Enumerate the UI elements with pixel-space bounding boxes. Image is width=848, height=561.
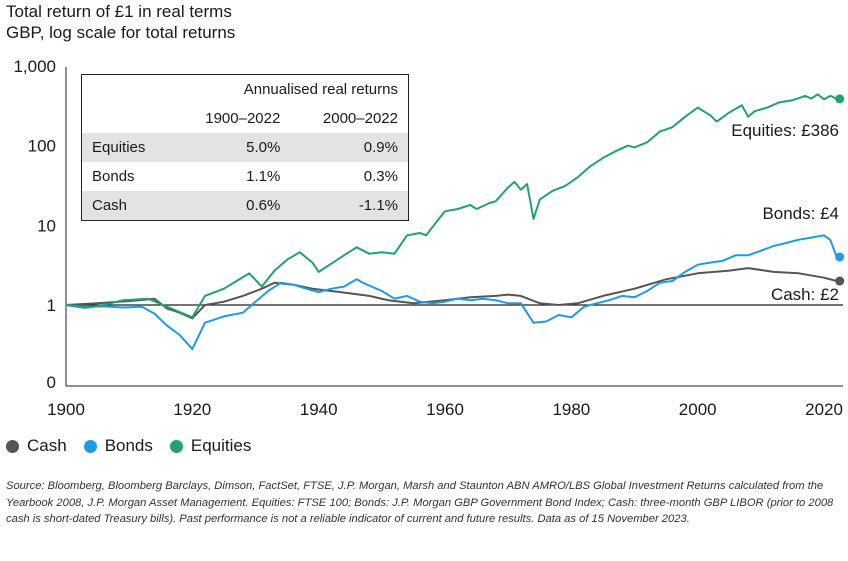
end-point-bonds [835, 252, 845, 262]
line-chart: 1 10 100 1,000 0 1900 1920 1940 1960 1980 2000 2020… [13, 57, 845, 419]
period-header-1: 1900–2022 [205, 110, 281, 127]
row-label: Equities [81, 133, 173, 162]
chart-subtitle: GBP, log scale for total returns [6, 23, 236, 42]
row-label: Cash [81, 191, 173, 221]
series-line-bonds [65, 234, 838, 351]
equities-dot-icon [169, 439, 183, 453]
row-value: 0.3% [363, 168, 398, 185]
legend-item-cash: Cash [6, 436, 67, 456]
series-line-equities [65, 93, 838, 319]
period-header-2: 2000–2022 [322, 110, 398, 127]
cash-end-label: Cash: £2 [771, 285, 839, 304]
cash-dot-icon [6, 439, 19, 453]
legend-item-bonds: Bonds [83, 436, 153, 456]
x-tick-label: 1900 [47, 400, 85, 419]
table-row-bonds: Bonds 1.1% 0.3% [82, 162, 409, 191]
y-tick-label: 0 [47, 373, 56, 392]
row-value: 0.6% [172, 191, 291, 221]
legend-label: Cash [27, 436, 67, 455]
bonds-end-label: Bonds: £4 [762, 204, 839, 223]
x-tick-label: 2000 [679, 400, 717, 419]
legend-label: Equities [190, 436, 252, 455]
end-point-cash [835, 276, 845, 286]
table-empty-header [82, 104, 173, 133]
row-value: -1.1% [290, 191, 409, 221]
end-labels: Equities: £386 Bonds: £4 Cash: £2 [731, 121, 839, 304]
chart-title: Total return of £1 in real terms [6, 2, 232, 21]
x-tick-label: 1960 [426, 400, 464, 419]
y-tick-label: 1,000 [13, 57, 56, 76]
x-tick-label: 2020 [805, 400, 843, 419]
table-row-cash: Cash 0.6% -1.1% [81, 191, 409, 221]
legend: Cash Bonds Equities [6, 436, 268, 456]
returns-table: Annualised real returns 1900–2022 2000–2… [81, 74, 409, 221]
y-tick-label: 1 [47, 296, 56, 315]
y-tick-label: 100 [28, 137, 56, 156]
source-note: Source: Bloomberg, Bloomberg Barclays, D… [6, 480, 834, 525]
row-value: 1.1% [246, 168, 281, 185]
series-line-cash [65, 267, 837, 320]
bonds-dot-icon [83, 439, 97, 453]
legend-label: Bonds [104, 436, 153, 455]
x-tick-label: 1980 [552, 400, 590, 419]
x-tick-label: 1920 [173, 400, 211, 419]
equities-end-label: Equities: £386 [731, 121, 839, 140]
row-value: 5.0% [172, 133, 291, 162]
table-caption: Annualised real returns [243, 81, 398, 98]
row-label: Bonds [92, 168, 135, 185]
axes: 1 10 100 1,000 0 1900 1920 1940 1960 1980 2000 2020 [13, 57, 843, 419]
y-tick-label: 10 [37, 216, 56, 235]
table-row-equities: Equities 5.0% 0.9% [81, 133, 409, 162]
series-lines [65, 93, 845, 351]
legend-item-equities: Equities [169, 436, 252, 456]
x-tick-label: 1940 [300, 400, 338, 419]
end-point-equities [835, 94, 845, 104]
row-value: 0.9% [290, 133, 409, 162]
